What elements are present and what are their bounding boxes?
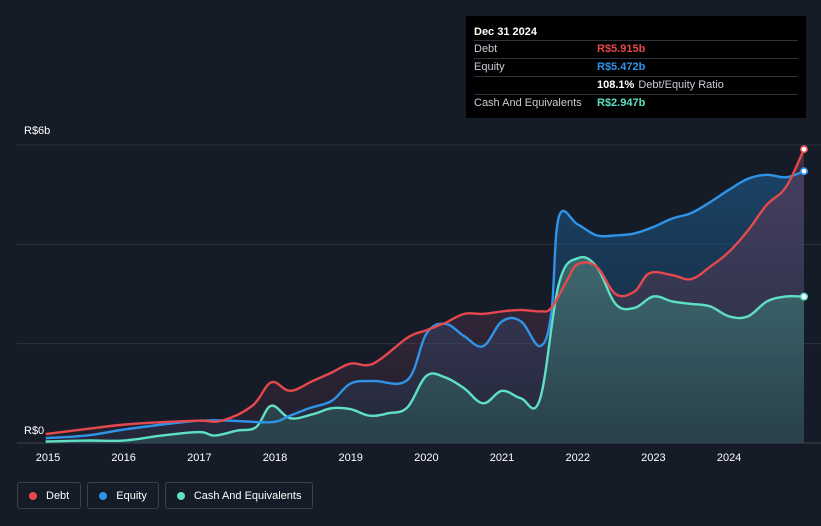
tooltip-row-cash: Cash And Equivalents R$2.947b <box>474 94 798 112</box>
legend-item-equity[interactable]: Equity <box>87 482 159 509</box>
tooltip-row-ratio: 108.1% Debt/Equity Ratio <box>474 76 798 94</box>
legend-dot-cash-icon <box>176 491 185 500</box>
legend-dot-debt-icon <box>29 491 37 500</box>
y-axis-top-label: R$6b <box>24 125 51 137</box>
series-lines <box>45 145 808 443</box>
tooltip-date: Dec 31 2024 <box>474 26 537 38</box>
x-tick-label: 2022 <box>565 452 589 464</box>
legend: Debt Equity Cash And Equivalents <box>17 482 314 509</box>
tooltip-equity-value: R$5.472b <box>597 61 646 73</box>
legend-item-debt[interactable]: Debt <box>17 482 82 509</box>
x-tick-label: 2018 <box>263 452 287 464</box>
x-tick-label: 2023 <box>641 452 665 464</box>
tooltip-row-debt: Debt R$5.915b <box>474 40 798 58</box>
tooltip-ratio-sub: Debt/Equity Ratio <box>638 79 724 91</box>
line-debt <box>45 148 806 436</box>
x-tick-label: 2017 <box>187 452 211 464</box>
x-tick-label: 2019 <box>338 452 362 464</box>
legend-cash-label: Cash And Equivalents <box>193 489 302 502</box>
end-point-cash-and-equivalents <box>799 292 808 301</box>
legend-dot-equity-icon <box>99 491 108 500</box>
x-tick-label: 2015 <box>36 452 60 464</box>
data-tooltip: Dec 31 2024 Debt R$5.915b Equity R$5.472… <box>466 16 806 118</box>
line-cash-and-equivalents <box>45 255 805 443</box>
x-axis-ticks: 2015 2016 2017 2018 2019 2020 2021 2022 2023 2024 <box>36 452 742 464</box>
x-tick-label: 2024 <box>717 452 741 464</box>
tooltip-equity-label: Equity <box>474 61 505 73</box>
x-tick-label: 2016 <box>111 452 135 464</box>
tooltip-row-equity: Equity R$5.472b <box>474 58 798 76</box>
end-point-equity <box>799 167 808 176</box>
legend-item-cash[interactable]: Cash And Equivalents <box>164 482 314 509</box>
tooltip-debt-label: Debt <box>474 43 498 55</box>
tooltip-ratio-value: 108.1% <box>597 79 635 91</box>
y-axis-bottom-label: R$0 <box>24 425 45 437</box>
line-equity <box>45 170 805 440</box>
x-tick-label: 2021 <box>490 452 514 464</box>
tooltip-ratio-label <box>474 77 597 94</box>
area-fills <box>45 149 804 443</box>
tooltip-debt-value: R$5.915b <box>597 43 646 55</box>
end-point-debt <box>799 145 808 154</box>
legend-debt-label: Debt <box>46 489 70 502</box>
legend-equity-label: Equity <box>116 489 147 502</box>
tooltip-cash-value: R$2.947b <box>597 97 646 109</box>
tooltip-cash-label: Cash And Equivalents <box>474 97 582 109</box>
x-tick-label: 2020 <box>414 452 438 464</box>
